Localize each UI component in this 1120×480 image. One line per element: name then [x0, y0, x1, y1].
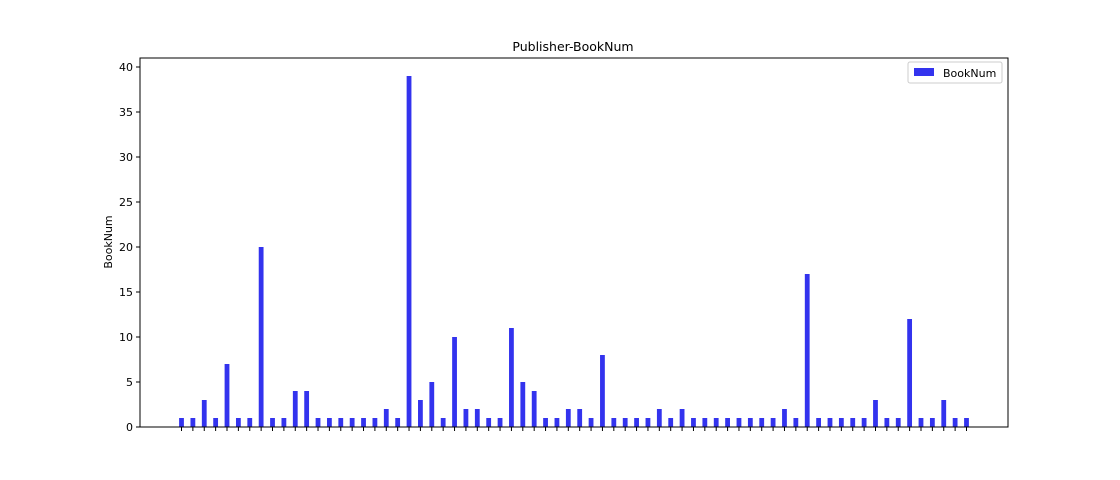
bar: [702, 418, 708, 427]
bar: [338, 418, 344, 427]
bar: [588, 418, 594, 427]
bar: [429, 382, 435, 427]
bar: [304, 391, 310, 427]
bar: [884, 418, 890, 427]
legend-swatch-booknum: [914, 68, 934, 76]
y-tick-label: 20: [119, 241, 133, 254]
bar: [725, 418, 730, 427]
bar: [929, 418, 935, 427]
legend-label-booknum: BookNum: [943, 67, 996, 80]
bar: [770, 418, 776, 427]
y-tick-label: 0: [126, 421, 133, 434]
bar: [247, 418, 253, 427]
y-tick-label: 30: [119, 151, 133, 164]
bar: [315, 418, 321, 427]
bar: [258, 247, 264, 427]
bar: [747, 418, 753, 427]
bar: [861, 418, 867, 427]
bar: [782, 409, 787, 427]
bar: [827, 418, 833, 427]
y-axis-ticks: 0 5 10 15 20 25 30 35 40: [119, 61, 140, 434]
y-tick-label: 25: [119, 196, 133, 209]
bar: [736, 418, 742, 427]
bar: [952, 418, 958, 427]
bar: [531, 391, 537, 427]
bar: [235, 418, 241, 427]
bar: [543, 418, 548, 427]
bar: [918, 418, 924, 427]
bar: [907, 319, 913, 427]
bar: [383, 409, 389, 427]
bar: [361, 418, 366, 427]
bar: [691, 418, 696, 427]
bar: [565, 409, 571, 427]
bar: [634, 418, 639, 427]
bar: [645, 418, 651, 427]
bar: [793, 418, 799, 427]
bar: [486, 418, 492, 427]
bar: [201, 400, 207, 427]
x-axis-ticks: [181, 427, 967, 431]
bar: [452, 337, 457, 427]
bar: [850, 418, 856, 427]
y-tick-label: 10: [119, 331, 133, 344]
bar: [270, 418, 275, 427]
bar: [372, 418, 378, 427]
bar: [497, 418, 503, 427]
bar: [622, 418, 628, 427]
bar: [520, 382, 526, 427]
bar: [440, 418, 446, 427]
y-tick-label: 5: [126, 376, 133, 389]
axes-frame: [139, 57, 1009, 428]
bar: [577, 409, 583, 427]
bar: [873, 400, 878, 427]
bar: [292, 391, 298, 427]
bar: [326, 418, 332, 427]
y-tick-label: 40: [119, 61, 133, 74]
bar: [213, 418, 219, 427]
y-tick-label: 15: [119, 286, 133, 299]
bar: [281, 418, 287, 427]
bar: [418, 400, 423, 427]
bar: [190, 418, 196, 427]
bar: [816, 418, 822, 427]
bar: [406, 76, 412, 427]
bar: [656, 409, 662, 427]
bar: [600, 355, 605, 427]
y-tick-label: 35: [119, 106, 133, 119]
bar: [509, 328, 514, 427]
bar: [463, 409, 469, 427]
bar: [964, 418, 969, 427]
chart-title: Publisher-BookNum: [512, 39, 633, 54]
bar: [349, 418, 355, 427]
bar: [941, 400, 947, 427]
bar: [679, 409, 685, 427]
bar: [759, 418, 765, 427]
bar: [668, 418, 674, 427]
bar: [224, 364, 230, 427]
legend: BookNum: [907, 61, 1003, 84]
bar: [395, 418, 401, 427]
bar: [611, 418, 617, 427]
bar: [838, 418, 844, 427]
y-axis-label: BookNum: [102, 215, 115, 268]
legend-box: [907, 61, 1003, 84]
bar: [474, 409, 480, 427]
bar: [554, 418, 560, 427]
bar: [804, 274, 810, 427]
bar: [713, 418, 719, 427]
bars-series-booknum: [179, 76, 969, 427]
bar: [895, 418, 901, 427]
bar: [179, 418, 184, 427]
